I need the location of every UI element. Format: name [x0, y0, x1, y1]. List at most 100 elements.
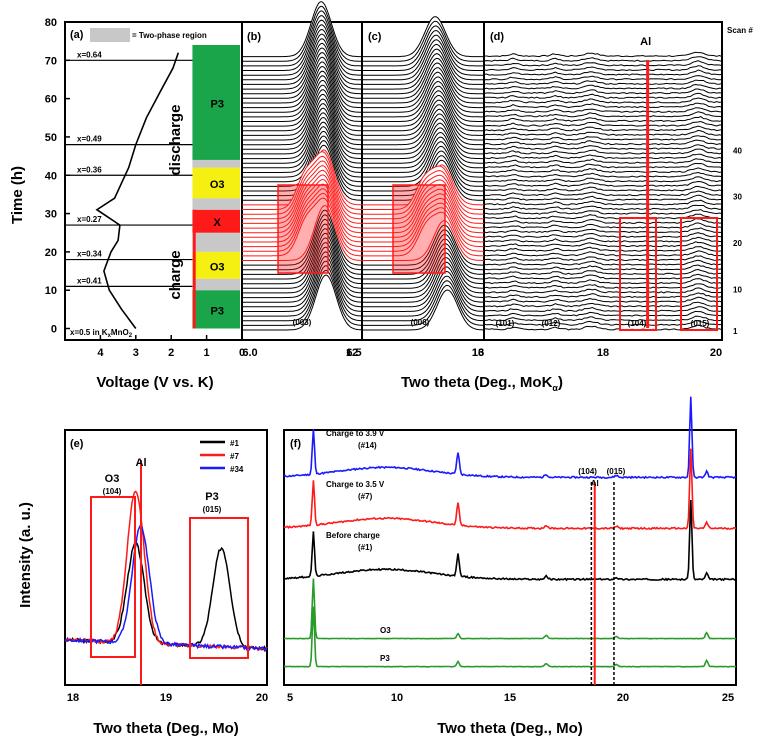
series-line [284, 606, 736, 668]
scan-line [483, 222, 723, 229]
bottom-y-label: Intensity (a. u.) [17, 502, 34, 608]
x-tick-label: 4 [97, 347, 104, 359]
panel-e: Al O3 (104) P3 (015) #1 #7 #34 18 19 20 [64, 439, 268, 704]
scan-line [483, 292, 723, 299]
y-tick-label: 70 [45, 55, 57, 67]
p3-hkl-label: (015) [203, 505, 222, 514]
legend-label: #7 [230, 452, 239, 461]
scan-line [483, 102, 723, 109]
scan-line [483, 79, 723, 85]
series-label: Before charge [326, 531, 380, 540]
panel-label-b: (b) [247, 31, 261, 43]
hkl-015-label: (015) [607, 467, 626, 476]
scan-line [483, 236, 722, 243]
series-line [283, 448, 737, 531]
y-tick-label: 60 [45, 94, 57, 106]
phase-label: O3 [210, 261, 225, 273]
peak-label: (101) [496, 319, 515, 328]
phase-label: P3 [210, 305, 223, 317]
series-line [64, 490, 268, 652]
peak-label: (015) [691, 319, 710, 328]
x-ticks: 4 3 2 1 0 [97, 335, 245, 359]
x-tick-label: 5 [287, 692, 293, 704]
scan-line [483, 306, 723, 312]
o3-label: O3 [105, 473, 120, 485]
y-tick-label: 40 [45, 170, 57, 182]
scan-line [483, 129, 723, 136]
scan-line [483, 273, 723, 280]
voltage-curve [95, 52, 180, 329]
scan-line [483, 153, 723, 160]
x-tick-label: 6.5 [346, 347, 361, 359]
series-line [284, 578, 736, 640]
o3-hkl-label: (104) [103, 487, 122, 496]
level-label: x=0.34 [77, 250, 102, 259]
phase-band [192, 198, 240, 210]
panel-label-a: (a) [70, 29, 84, 41]
scan-line [242, 1, 362, 58]
scan-line [483, 264, 723, 271]
scan-tick-label: 1 [733, 327, 738, 336]
scan-line [483, 255, 723, 262]
scan-line [483, 88, 723, 95]
scan-line [483, 246, 723, 252]
scan-line [483, 107, 723, 113]
scan-line [362, 71, 484, 113]
scan-line [484, 51, 723, 58]
scan-line [483, 301, 722, 308]
scan-line [483, 125, 723, 132]
highlight-box [680, 217, 718, 331]
y-ticks: 0 10 20 30 40 50 60 70 80 [45, 17, 70, 336]
x-tick-label: 18 [597, 347, 609, 359]
peak-label: (006) [411, 318, 430, 327]
scan-line [484, 310, 723, 317]
y-tick-label: 20 [45, 247, 57, 259]
phase-band [192, 209, 240, 233]
series-scan-label: (#1) [358, 543, 373, 552]
scan-line [483, 319, 723, 326]
highlight-box [392, 184, 446, 274]
x-tick-label: 16 [472, 347, 484, 359]
series-line [64, 522, 268, 653]
scan-tick-label: 20 [733, 239, 742, 248]
x-tick-label: 25 [722, 692, 734, 704]
x-tick-label: 19 [160, 692, 172, 704]
x-tick-label: 6.0 [242, 347, 257, 359]
scan-line [483, 111, 723, 118]
series-scan-label: (#7) [358, 492, 373, 501]
scan-tick-label: 30 [733, 193, 742, 202]
scan-line [483, 56, 723, 62]
scan-line [483, 190, 723, 197]
scan-line [483, 65, 722, 72]
level-label: x=0.64 [77, 50, 102, 59]
scan-line [483, 315, 723, 322]
legend-label: #34 [230, 465, 244, 474]
x-tick-label: 20 [617, 692, 629, 704]
panel-label-e: (e) [70, 438, 84, 450]
phase-label: X [214, 217, 222, 229]
x-tick-label: 10 [391, 692, 403, 704]
scan-line [483, 176, 723, 183]
scan-line [483, 283, 723, 289]
series-line [64, 542, 268, 652]
highlight-box [277, 184, 329, 274]
panel-a: P3 O3 X O3 P3 x=0.64 x=0.49 x=0.36 x=0.27 x=0.34… [45, 17, 245, 359]
panel-label-c: (c) [368, 31, 382, 43]
scan-line [483, 250, 723, 257]
scan-line [483, 92, 723, 99]
two-phase-swatch [90, 28, 130, 42]
label-discharge: discharge [167, 105, 184, 176]
bottom-x-label-e: Two theta (Deg., Mo) [93, 720, 239, 737]
x-tick-label: 0 [239, 347, 245, 359]
panel-d: Al (101) (012) (104) (015) 16 18 20 1 10 20 30 40 [472, 36, 743, 359]
scan-line [483, 227, 722, 234]
x-tick-label: 13 [472, 347, 484, 359]
scan-line [483, 241, 723, 248]
scan-line [483, 158, 723, 164]
y-tick-label: 80 [45, 17, 57, 29]
scan-line [483, 116, 723, 123]
scan-line [483, 75, 723, 81]
scan-line [483, 97, 723, 104]
peak-label: (104) [628, 319, 647, 328]
panel-label-f: (f) [290, 438, 301, 450]
